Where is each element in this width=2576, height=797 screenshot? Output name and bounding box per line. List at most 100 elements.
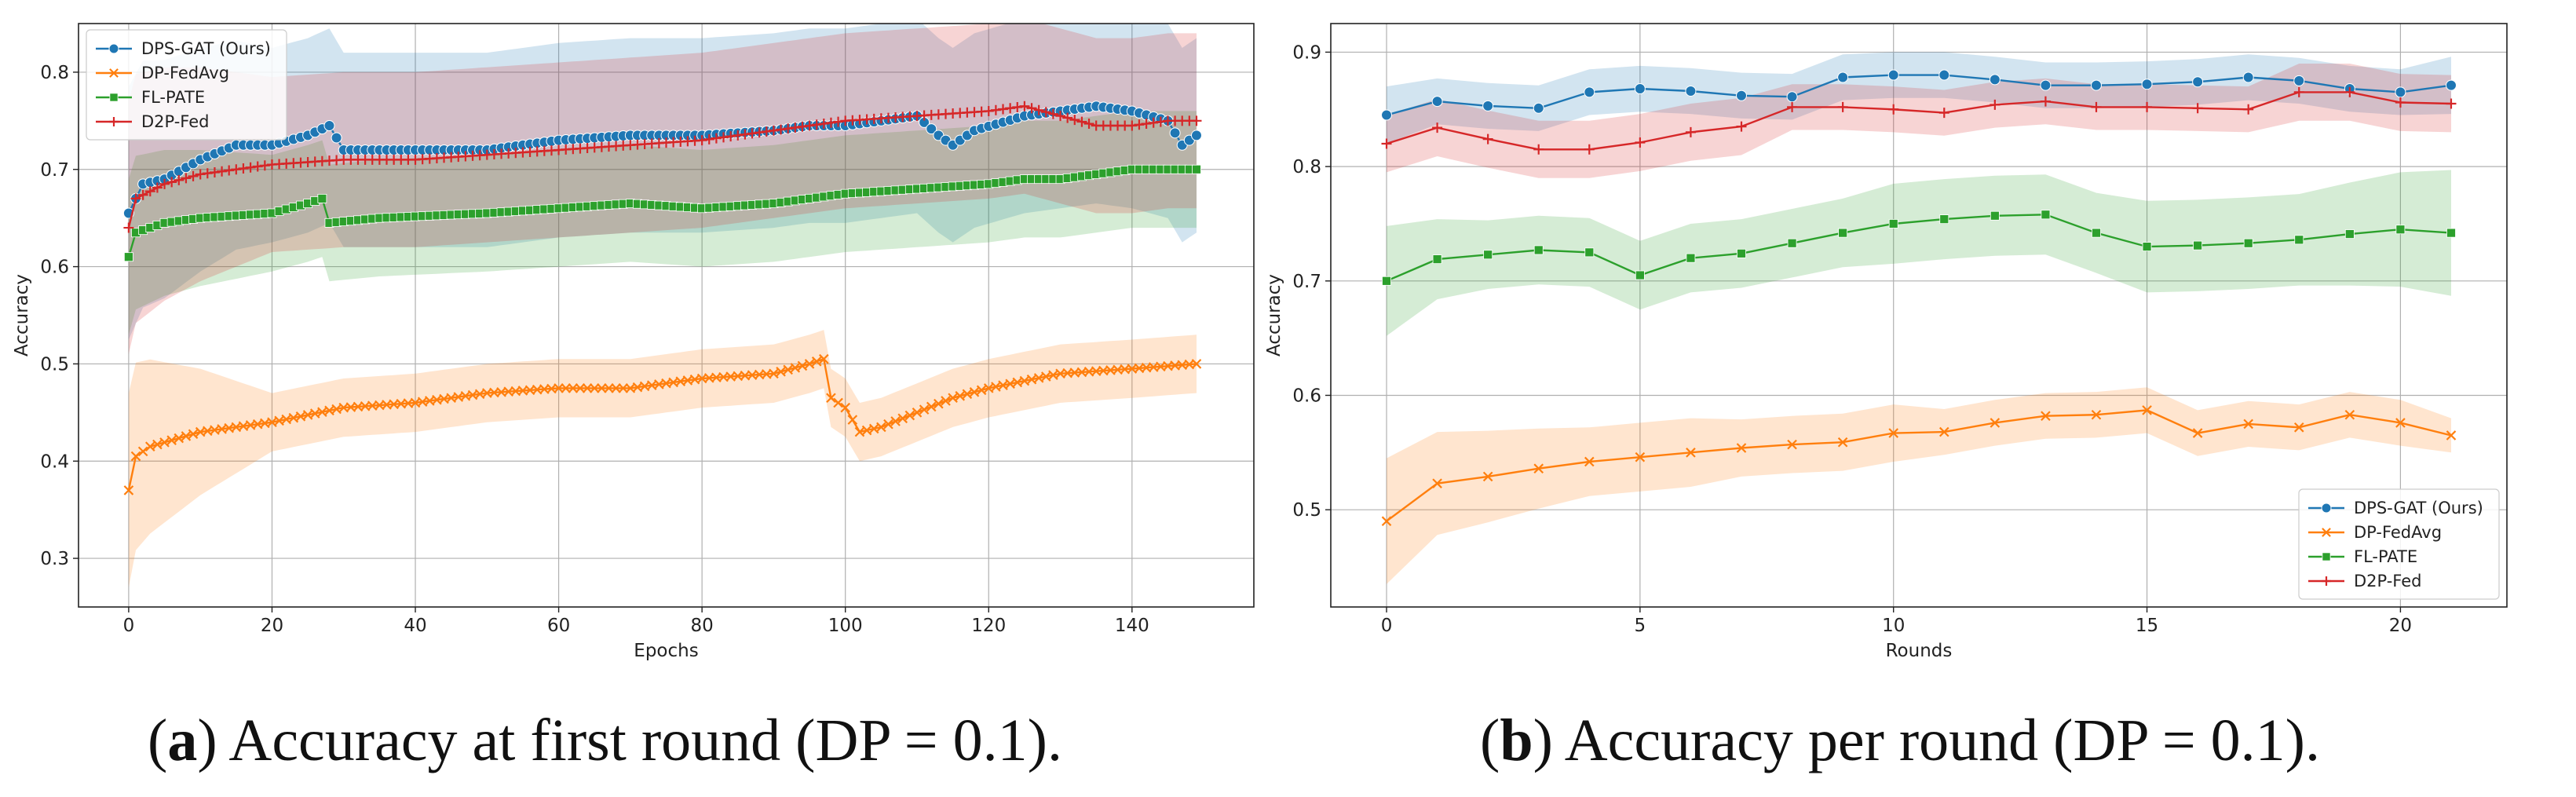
data-point: [1192, 164, 1201, 174]
data-point: [2446, 98, 2457, 109]
data-point: [1635, 270, 1645, 280]
y-tick-label: 0.8: [40, 63, 69, 83]
data-point: [1432, 254, 1442, 265]
x-tick-label: 120: [971, 616, 1006, 636]
y-tick-label: 0.7: [1292, 272, 1321, 292]
legend-label: DPS-GAT (Ours): [2354, 499, 2483, 517]
data-point: [1533, 245, 1544, 255]
data-point: [2294, 235, 2304, 245]
data-point: [890, 416, 901, 426]
legend-marker: [109, 117, 119, 126]
data-point: [769, 368, 779, 379]
x-tick-label: 60: [547, 616, 570, 636]
data-point: [323, 120, 335, 132]
data-point: [948, 393, 958, 404]
legend-item: D2P-Fed: [96, 112, 210, 131]
data-point: [2344, 229, 2355, 239]
data-point: [259, 160, 270, 171]
data-point: [1040, 107, 1051, 118]
data-point: [1005, 103, 1016, 114]
legend-item: D2P-Fed: [2308, 572, 2422, 590]
data-point: [2041, 411, 2051, 422]
data-point: [1047, 108, 1058, 119]
x-tick-label: 100: [828, 616, 863, 636]
data-point: [826, 393, 836, 404]
data-point: [818, 119, 829, 130]
data-point: [998, 104, 1009, 115]
data-point: [876, 422, 886, 433]
data-point: [783, 364, 793, 375]
legend-label: FL-PATE: [2354, 547, 2417, 566]
x-tick-label: 15: [2136, 616, 2158, 636]
plot-area: [1381, 52, 2457, 584]
data-point: [1737, 248, 1746, 258]
gridlines: [1331, 24, 2507, 607]
data-point: [919, 404, 930, 415]
x-tick-label: 5: [1635, 616, 1646, 636]
data-point: [797, 121, 808, 132]
data-point: [2040, 96, 2051, 107]
data-point: [897, 413, 908, 424]
data-point: [840, 402, 851, 413]
data-point: [754, 127, 765, 138]
data-point: [1148, 117, 1159, 128]
data-point: [990, 104, 1001, 115]
data-point: [224, 165, 235, 176]
data-point: [2192, 103, 2203, 114]
series-markers-fl-pate: [123, 164, 1201, 262]
data-point: [589, 383, 600, 393]
data-point: [926, 401, 937, 412]
legend-label: FL-PATE: [141, 88, 205, 107]
data-point: [1381, 138, 1392, 149]
legend: DPS-GAT (Ours) DP-FedAvg FL-PATE D2P-Fed: [86, 29, 287, 141]
data-point: [1888, 104, 1899, 115]
data-point: [833, 116, 844, 127]
caption-b-text: ) Accuracy per round (DP = 0.1).: [1533, 707, 2320, 773]
data-point: [1787, 238, 1797, 248]
data-point: [1141, 119, 1152, 130]
data-point: [790, 363, 801, 373]
y-tick-label: 0.9: [1292, 42, 1321, 63]
data-point: [790, 122, 801, 133]
y-tick-label: 0.4: [40, 452, 69, 472]
data-point: [854, 426, 865, 437]
data-point: [1888, 219, 1898, 228]
data-point: [2395, 418, 2406, 428]
data-point: [776, 367, 786, 377]
data-point: [941, 396, 951, 406]
x-tick-label: 20: [261, 616, 283, 636]
data-point: [2142, 242, 2152, 252]
data-point: [2041, 210, 2051, 220]
axes-frame: [1330, 23, 2508, 608]
series-line-d2p-fed: [1386, 91, 2452, 151]
plot-area: [122, 24, 1202, 588]
data-point: [1584, 86, 1595, 98]
data-point: [166, 177, 177, 188]
data-point: [1736, 443, 1747, 453]
data-point: [195, 169, 206, 180]
data-point: [1888, 428, 1899, 438]
data-point: [962, 389, 973, 400]
y-tick-label: 0.5: [40, 354, 69, 375]
data-point: [811, 119, 822, 130]
series-markers-d2p-fed: [1381, 86, 2457, 155]
data-point: [1736, 121, 1747, 132]
data-point: [926, 123, 937, 135]
data-point: [2446, 430, 2457, 441]
data-point: [1990, 99, 2001, 110]
data-point: [137, 189, 148, 200]
data-point: [1432, 122, 1443, 133]
data-point: [1533, 463, 1544, 474]
legend-marker: [109, 68, 119, 78]
data-point: [912, 408, 923, 418]
data-point: [1431, 96, 1443, 108]
caption-a-text: ) Accuracy at first round (DP = 0.1).: [197, 707, 1062, 773]
legend-marker: [2322, 528, 2331, 537]
x-tick-label: 20: [2389, 616, 2412, 636]
data-point: [597, 383, 607, 393]
data-point: [1062, 112, 1073, 123]
data-point: [696, 135, 707, 146]
data-point: [166, 435, 177, 446]
legend-label: D2P-Fed: [141, 112, 210, 131]
legend-item: DPS-GAT (Ours): [2308, 499, 2483, 517]
